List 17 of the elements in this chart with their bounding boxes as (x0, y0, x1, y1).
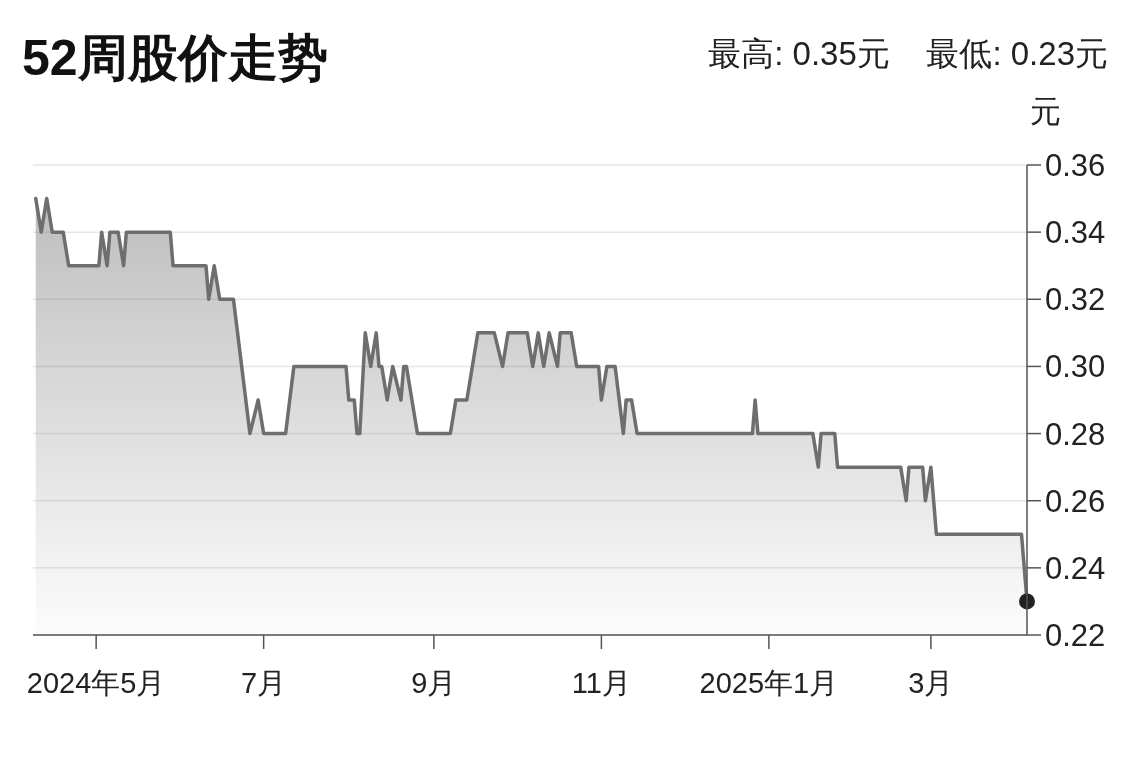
y-tick-label: 0.30 (1045, 349, 1106, 385)
ylabel: 元 (1030, 94, 1061, 129)
y-tick-label: 0.32 (1045, 282, 1106, 318)
y-tick-label: 0.36 (1045, 148, 1106, 183)
x-tick-label: 7月 (241, 667, 287, 699)
y-tick-label: 0.28 (1045, 416, 1106, 452)
subtitle: 最高: 0.35元 最低: 0.23元 (708, 35, 1108, 72)
y-tick-label: 0.26 (1045, 483, 1106, 519)
y-tick-label: 0.34 (1045, 215, 1106, 251)
x-tick-label: 3月 (908, 667, 954, 699)
x-tick-label: 2024年5月 (26, 667, 166, 699)
y-tick-label: 0.24 (1045, 550, 1106, 586)
y-tick-label: 0.22 (1045, 618, 1106, 653)
x-tick-label: 11月 (571, 667, 631, 699)
x-tick-label: 2025年1月 (699, 667, 839, 699)
x-tick-label: 9月 (411, 667, 457, 699)
title: 52周股价走势 (22, 30, 328, 86)
